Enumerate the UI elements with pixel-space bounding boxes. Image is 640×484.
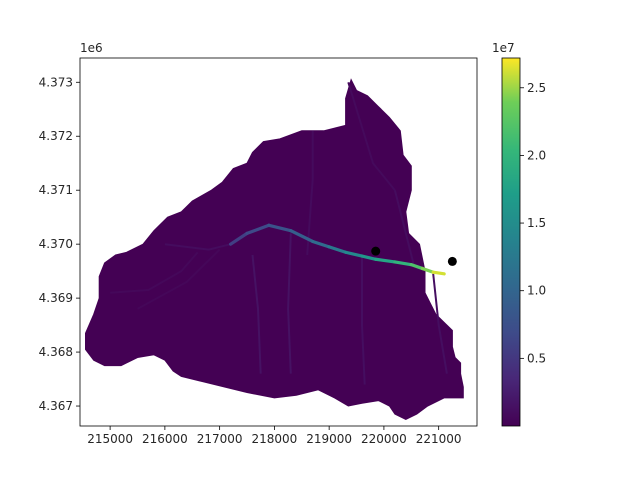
x-tick-label: 218000 xyxy=(251,432,297,446)
main-channel-segment xyxy=(311,239,331,249)
main-channel-segment xyxy=(393,260,413,267)
x-tick-label: 220000 xyxy=(361,432,407,446)
y-tick-label: 4.372 xyxy=(39,129,73,143)
tributary-8 xyxy=(306,130,314,256)
y-tick-label: 4.371 xyxy=(39,183,73,197)
colorbar-tick-label: 2.5 xyxy=(527,81,546,95)
main-channel-segment xyxy=(431,270,446,276)
colorbar-tick-label: 2.0 xyxy=(527,148,546,162)
colorbar-offset-label: 1e7 xyxy=(492,41,515,55)
x-tick-label: 219000 xyxy=(306,432,352,446)
y-tick-label: 4.373 xyxy=(39,75,73,89)
y-axis: 4.367 4.368 4.369 4.370 4.371 4.372 4.373 xyxy=(39,75,80,413)
tributary-3 xyxy=(287,233,292,374)
main-channel-segment xyxy=(228,231,249,246)
y-tick-label: 4.368 xyxy=(39,345,73,359)
main-channel-segment xyxy=(420,266,435,274)
colorbar-tick-label: 1.0 xyxy=(527,284,546,298)
main-channel-segment xyxy=(374,257,397,264)
tributary-10 xyxy=(137,248,221,310)
colorbar-tick-label: 0.5 xyxy=(527,351,546,365)
plot-area xyxy=(85,78,464,421)
y-tick-label: 4.369 xyxy=(39,291,73,305)
tributary-2 xyxy=(251,254,262,374)
colorbar-ticks: 0.5 1.0 1.5 2.0 2.5 xyxy=(520,81,546,365)
x-tick-label: 215000 xyxy=(87,432,133,446)
colorbar: 0.5 1.0 1.5 2.0 2.5 1e7 xyxy=(492,41,546,427)
tributary-1 xyxy=(164,243,231,251)
plot-frame xyxy=(79,57,478,427)
colorbar-tick-label: 1.5 xyxy=(527,216,546,230)
main-channel-segment xyxy=(289,229,315,244)
tributary-7 xyxy=(347,82,396,191)
y-tick-label: 4.370 xyxy=(39,237,73,251)
tributary-6 xyxy=(432,273,448,374)
main-channel-segment xyxy=(267,223,293,233)
main-channel-segment xyxy=(409,263,424,271)
x-tick-label: 217000 xyxy=(197,432,243,446)
outlet-point-2 xyxy=(447,256,457,266)
tributary-9 xyxy=(110,251,199,294)
main-channel-segment xyxy=(327,245,348,254)
outlet-point-1 xyxy=(371,246,381,256)
y-tick-label: 4.367 xyxy=(39,399,73,413)
main-channel-segment xyxy=(343,250,364,258)
tributary-4 xyxy=(361,257,366,385)
x-axis: 215000 216000 217000 218000 219000 220000 2210… xyxy=(87,426,462,446)
x-tick-label: 221000 xyxy=(416,432,462,446)
basin-area xyxy=(85,78,464,421)
main-channel-segment xyxy=(360,254,378,261)
colorbar-gradient xyxy=(501,57,521,427)
y-axis-offset-label: 1e6 xyxy=(80,41,103,55)
main-channel-segment xyxy=(245,223,271,235)
x-tick-label: 216000 xyxy=(142,432,188,446)
tributary-5 xyxy=(393,189,415,266)
